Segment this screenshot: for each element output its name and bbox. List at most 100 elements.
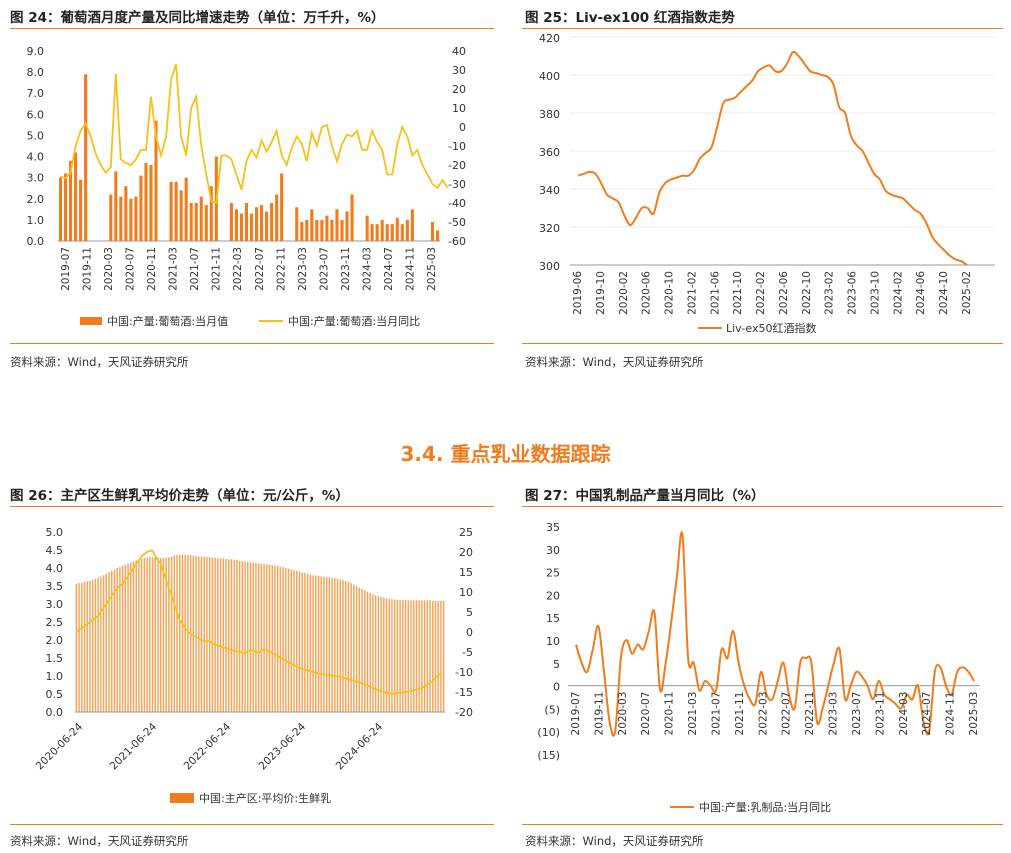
bar-26 <box>149 557 151 712</box>
y-tick-right-24: -30 <box>448 178 466 191</box>
bar-26 <box>350 583 352 712</box>
bar-26 <box>415 600 418 712</box>
line-yoy-24 <box>60 64 449 205</box>
bar-26 <box>195 556 197 712</box>
x-tick-27: 2025-03 <box>968 692 980 736</box>
bar-26 <box>102 575 105 712</box>
y-tick-left-26: 0.0 <box>46 706 64 719</box>
bar-26 <box>396 599 399 712</box>
bar-24 <box>199 196 203 241</box>
bar-24 <box>139 175 143 241</box>
bar-26 <box>146 557 148 712</box>
bar-26 <box>407 600 410 712</box>
bar-26 <box>181 554 184 712</box>
bar-26 <box>157 557 159 712</box>
panel-source-24: 资料来源：Wind，天风证券研究所 <box>10 355 189 369</box>
x-tick-25: 2022-10 <box>801 271 813 315</box>
y-tick-right-24: -60 <box>448 235 466 248</box>
bar-26 <box>140 558 143 712</box>
y-tick-left-26: 4.5 <box>46 544 64 557</box>
bar-26 <box>404 600 407 712</box>
panel-title-24: 图 24：葡萄酒月度产量及同比增速走势（单位：万千升，%） <box>10 10 385 26</box>
bar-24 <box>260 205 264 241</box>
bar-26 <box>339 579 342 712</box>
bar-26 <box>200 556 203 712</box>
y-tick-right-26: 25 <box>459 526 473 539</box>
bar-26 <box>116 568 118 712</box>
bar-26 <box>184 554 186 712</box>
legend-label-25: Liv-ex50红酒指数 <box>726 321 816 335</box>
bar-24 <box>330 219 334 241</box>
bar-26 <box>173 555 176 712</box>
bar-26 <box>241 561 244 712</box>
y-tick-left-24: 9.0 <box>27 45 45 58</box>
panel-source-27: 资料来源：Wind，天风证券研究所 <box>525 834 704 848</box>
x-tick-24: 2021-07 <box>189 247 201 291</box>
x-tick-25: 2019-10 <box>595 271 607 315</box>
line-yoy-26 <box>75 549 442 695</box>
bar-24 <box>395 217 399 241</box>
bar-26 <box>426 600 429 712</box>
bar-26 <box>255 562 257 712</box>
x-tick-27: 2022-11 <box>804 692 816 736</box>
x-tick-27: 2021-03 <box>687 692 699 736</box>
y-tick-left-24: 7.0 <box>27 87 45 100</box>
bar-24 <box>300 222 304 241</box>
bar-24 <box>315 219 319 241</box>
bar-26 <box>110 570 113 712</box>
bar-26 <box>372 594 374 712</box>
bar-24 <box>114 171 118 241</box>
bar-26 <box>418 600 420 712</box>
panel-rule <box>522 824 1003 825</box>
line-index-25 <box>577 50 968 266</box>
bar-26 <box>342 580 344 712</box>
bar-26 <box>100 576 102 712</box>
y-tick-27: (15) <box>537 749 560 762</box>
bar-24 <box>194 203 198 241</box>
bar-26 <box>135 560 137 712</box>
bar-26 <box>97 577 99 712</box>
x-tick-24: 2023-11 <box>340 247 352 291</box>
bar-26 <box>383 597 385 712</box>
bar-26 <box>266 564 268 712</box>
x-tick-26: 2023-06-24 <box>257 721 309 773</box>
x-tick-24: 2020-07 <box>125 247 137 291</box>
bar-26 <box>86 581 88 712</box>
bar-26 <box>236 560 238 712</box>
bar-24 <box>410 209 414 241</box>
y-tick-left-24: 6.0 <box>27 108 45 121</box>
x-tick-27: 2020-07 <box>640 692 652 736</box>
bar-26 <box>380 596 382 712</box>
x-tick-24: 2024-03 <box>361 247 373 291</box>
y-tick-27: 5 <box>553 658 560 671</box>
bar-24 <box>350 194 354 241</box>
bar-26 <box>230 559 233 712</box>
bar-24 <box>179 190 183 241</box>
bar-26 <box>89 580 91 712</box>
y-tick-right-24: -50 <box>448 216 466 229</box>
y-tick-27: 15 <box>546 612 560 625</box>
y-tick-right-24: -20 <box>448 159 466 172</box>
bar-24 <box>184 177 188 241</box>
bar-26 <box>363 590 366 712</box>
y-tick-27: (10) <box>537 726 560 739</box>
bar-26 <box>374 595 377 712</box>
bar-26 <box>391 599 393 712</box>
x-tick-24: 2024-07 <box>383 247 395 291</box>
bar-26 <box>298 571 301 712</box>
bar-24 <box>430 222 435 241</box>
x-tick-24: 2024-11 <box>404 247 416 291</box>
y-tick-right-26: -20 <box>455 706 473 719</box>
x-tick-24: 2020-11 <box>146 247 158 291</box>
y-tick-27: 0 <box>553 681 560 694</box>
bar-26 <box>442 600 445 712</box>
bar-26 <box>268 564 271 712</box>
y-tick-left-24: 3.0 <box>27 172 45 185</box>
bar-26 <box>347 581 350 712</box>
y-tick-left-26: 2.0 <box>46 634 64 647</box>
panel-source-25: 资料来源：Wind，天风证券研究所 <box>525 355 704 369</box>
bar-26 <box>127 563 129 712</box>
panel-rule <box>10 824 494 825</box>
bar-26 <box>247 561 249 712</box>
